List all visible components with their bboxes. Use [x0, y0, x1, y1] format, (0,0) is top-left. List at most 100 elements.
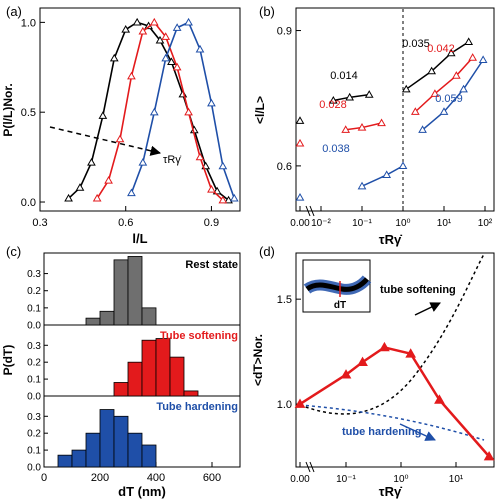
panel-a-ytick-label: 1.0 — [21, 17, 36, 29]
panel-c-ytick-label: 0.0 — [27, 321, 41, 332]
panel-b-slope-label: 0.028 — [319, 99, 347, 111]
panel-a-red-point — [115, 134, 125, 143]
panel-b-black-point — [464, 37, 474, 45]
panel-a-blue-point — [172, 23, 182, 31]
panel-b-black-point — [328, 95, 338, 104]
panel-a-red-point — [138, 26, 148, 35]
panel-c-xtick-label: 200 — [91, 472, 109, 484]
panel-a-blue-point — [218, 161, 228, 170]
panel-a-chart: 0.3 0.6 0.9 0.0 0.5 1.0 τRγ̇ l/L P(l/L)Nor. — [1, 7, 241, 246]
panel-a-xlabel: l/L — [132, 231, 147, 246]
panel-d-ylabel: <dT>Nor. — [251, 334, 265, 386]
panel-d-hardening-arrow — [399, 423, 436, 441]
panel-b-black-point — [401, 84, 411, 93]
panel-a-black-point — [132, 17, 142, 26]
panel-d-xtick-label: 10⁰ — [393, 474, 408, 485]
panel-a-blue-point — [127, 188, 136, 197]
panel-b-red-point — [357, 123, 367, 131]
panel-c-ytick-label: 0.1 — [27, 303, 41, 314]
panel-c-blue-bar — [57, 454, 73, 468]
panel-a-ylabel: P(l/L)Nor. — [1, 83, 15, 136]
panel-a-red-point — [92, 193, 102, 202]
panel-d-hardening-label: tube hardening — [342, 426, 421, 438]
panel-a-black-point — [98, 111, 108, 119]
panel-c-blue-bar — [113, 415, 129, 468]
panel-b-blue-point — [459, 84, 468, 93]
panel-a-black-line — [68, 21, 230, 201]
panel-b-red-point — [468, 53, 478, 61]
panel-a-shift-arrow — [49, 126, 162, 156]
panel-c-gray-bar — [99, 310, 115, 326]
panel-b-black-line — [405, 41, 470, 90]
panel-d-red-point — [340, 369, 352, 379]
panel-b-xtick-label: 0.00 — [290, 218, 310, 229]
panel-c-ytick-label: 0.0 — [27, 463, 41, 474]
panel-c-label: (c) — [6, 244, 21, 259]
panel-a-blue-point — [195, 44, 205, 53]
panel-c-legend-softening: Tube softening — [160, 330, 238, 342]
panel-d-red-point — [379, 341, 390, 352]
panel-b-red-line — [414, 57, 474, 113]
panel-d-chart: 0.00 10⁻¹ 10⁰ 10¹ 1.0 1.5 tube softening tube… — [251, 252, 495, 499]
panel-b-axis-break — [309, 205, 315, 217]
panel-c-red-bar — [113, 382, 129, 397]
panel-c-blue-bar — [71, 449, 87, 468]
panel-b-blue-point — [382, 170, 392, 179]
panel-b-slope-label: 0.059 — [435, 93, 463, 105]
panel-b-blue-line — [361, 165, 404, 187]
panel-d-ytick-label: 1.5 — [277, 294, 292, 306]
panel-c-ytick-label: 0.1 — [27, 375, 41, 386]
panel-b-xtick-label: 10¹ — [437, 218, 452, 229]
panel-d-ytick-label: 1.0 — [277, 399, 292, 411]
panel-a-label: (a) — [6, 4, 22, 19]
panel-a-black-point — [87, 157, 96, 166]
panel-d-inset-label: dT — [334, 300, 346, 311]
panel-a-blue-point — [149, 107, 159, 116]
panel-d-red-point — [357, 356, 368, 366]
panel-c-gray-bar — [85, 317, 101, 326]
panel-c-gray-bar — [127, 256, 143, 326]
panel-b-zero-point — [295, 138, 305, 147]
panel-a-blue-point — [161, 53, 171, 62]
panel-c-xtick-label: 0 — [41, 472, 47, 484]
panel-b-black-point — [446, 48, 456, 57]
panel-d-red-point — [294, 398, 306, 408]
panel-d-xtick-label: 10⁻¹ — [336, 474, 356, 485]
panel-a-red-point — [184, 107, 193, 116]
panel-d-xtick-label: 10¹ — [449, 474, 464, 485]
panel-b-blue-point — [418, 125, 427, 133]
panel-c-blue-bar — [141, 444, 157, 468]
panel-b-zero-point — [295, 116, 305, 124]
panel-d-axis-break — [309, 461, 315, 473]
panel-d-frame — [295, 252, 495, 468]
panel-c-xtick-label: 600 — [203, 472, 221, 484]
panel-b-xtick-label: 10⁰ — [395, 218, 410, 229]
panel-a-black-point — [75, 183, 85, 191]
panel-b-ylabel: <l/L> — [253, 96, 267, 124]
panel-c-ytick-label: 0.3 — [27, 341, 41, 352]
panel-b-black-point — [345, 92, 355, 101]
panel-b-black-point — [427, 66, 437, 75]
panel-b-xtick-label: 10⁻¹ — [352, 218, 372, 229]
panel-d-red-line — [299, 346, 491, 458]
panel-a-blue-line — [130, 21, 236, 199]
panel-c-ytick-label: 0.3 — [27, 269, 41, 280]
panel-a-black-point — [109, 53, 119, 62]
panel-b-xlabel: τRγ̇ — [379, 232, 402, 247]
panel-b-ytick-label: 0.9 — [277, 26, 292, 38]
panel-d-red-point — [434, 394, 445, 404]
panel-c-ytick-label: 0.2 — [27, 429, 41, 440]
panel-c-legend-rest: Rest state — [185, 259, 238, 271]
panel-a-red-point — [161, 32, 171, 40]
panel-a-blue-point — [184, 17, 193, 26]
panel-a-red-point — [172, 62, 182, 71]
panel-a-red-line — [96, 21, 224, 201]
panel-a-red-point — [127, 71, 136, 80]
panel-b-xtick-label: 10² — [478, 218, 493, 229]
panel-d-softening-curve — [299, 253, 485, 415]
panel-c-ytick-label: 0.0 — [27, 392, 41, 403]
panel-b-red-point — [451, 71, 461, 79]
